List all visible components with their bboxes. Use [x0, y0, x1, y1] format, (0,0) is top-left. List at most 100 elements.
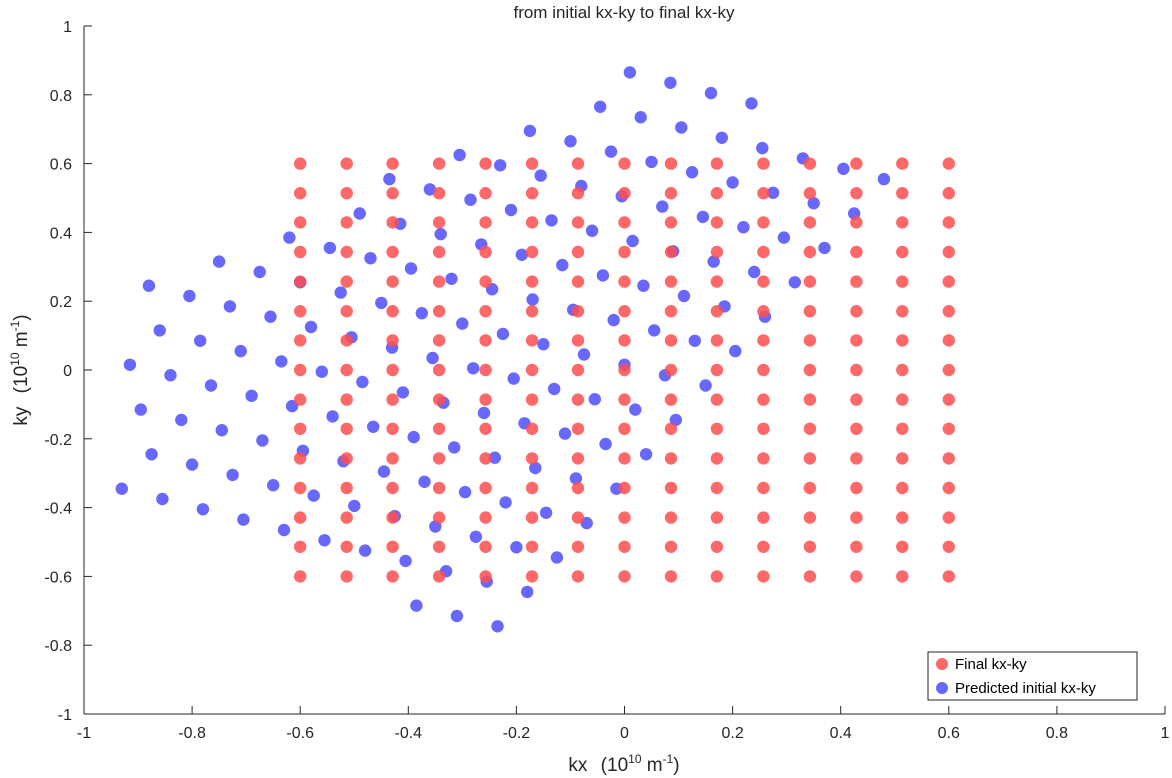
final-point	[942, 334, 955, 347]
final-point	[618, 363, 631, 377]
final-point	[571, 452, 585, 465]
legend: Final kx-ky Predicted initial kx-ky	[927, 651, 1138, 701]
predicted-point	[626, 234, 639, 248]
final-point	[850, 540, 863, 553]
final-point	[432, 245, 446, 259]
final-point	[386, 363, 399, 377]
final-point	[757, 334, 770, 347]
predicted-point	[696, 210, 710, 224]
final-point	[710, 275, 724, 288]
final-point	[664, 422, 678, 435]
final-point	[479, 363, 492, 377]
final-point	[710, 540, 724, 553]
y-tick-label: -0.8	[44, 638, 72, 655]
final-point	[896, 393, 909, 406]
predicted-point	[467, 362, 480, 375]
final-point	[340, 511, 353, 524]
final-point	[664, 452, 678, 465]
final-point	[340, 157, 353, 170]
final-point	[710, 305, 724, 318]
predicted-point	[788, 276, 801, 289]
final-point	[757, 570, 770, 583]
final-point	[896, 305, 909, 318]
predicted-point	[212, 255, 226, 268]
final-point	[942, 216, 955, 229]
final-point	[942, 363, 955, 377]
final-point	[340, 452, 353, 465]
predicted-point	[410, 599, 423, 612]
predicted-point	[404, 262, 418, 275]
predicted-point	[521, 585, 534, 599]
final-point	[294, 334, 307, 347]
predicted-point	[526, 293, 539, 306]
final-point	[525, 216, 539, 229]
final-point	[618, 570, 631, 583]
final-point	[386, 157, 399, 170]
final-series	[294, 157, 955, 583]
predicted-point	[637, 279, 650, 292]
final-point	[664, 481, 678, 495]
final-point	[571, 481, 585, 495]
predicted-point	[639, 448, 653, 461]
x-tick-label: 0	[620, 725, 629, 742]
final-point	[618, 245, 631, 259]
final-point	[664, 511, 678, 524]
predicted-point	[264, 310, 277, 323]
final-point	[525, 363, 539, 377]
final-point	[757, 305, 770, 318]
final-point	[710, 363, 724, 377]
legend-box	[927, 651, 1138, 701]
final-point	[803, 540, 817, 553]
final-point	[479, 245, 492, 259]
x-tick-label: -0.2	[503, 725, 531, 742]
legend-marker-predicted	[936, 682, 948, 694]
final-point	[618, 216, 631, 229]
final-point	[803, 275, 817, 288]
final-point	[618, 334, 631, 347]
predicted-point	[307, 489, 320, 502]
final-point	[340, 187, 353, 200]
predicted-series	[115, 66, 891, 633]
predicted-point	[458, 485, 472, 499]
predicted-point	[123, 358, 137, 371]
predicted-point	[545, 214, 558, 227]
final-point	[850, 187, 863, 200]
final-point	[340, 245, 353, 259]
y-axis-title: ky (1010 m-1)	[8, 314, 32, 425]
final-point	[340, 570, 353, 583]
final-point	[850, 334, 863, 347]
predicted-point	[445, 272, 458, 285]
predicted-point	[477, 406, 491, 420]
final-point	[664, 157, 678, 170]
final-point	[850, 511, 863, 524]
final-point	[803, 157, 817, 170]
predicted-point	[469, 530, 483, 543]
final-point	[294, 422, 307, 435]
final-point	[571, 393, 585, 406]
final-point	[710, 393, 724, 406]
predicted-point	[283, 231, 296, 244]
final-point	[340, 422, 353, 435]
final-point	[850, 275, 863, 288]
predicted-point	[153, 324, 166, 337]
final-point	[479, 305, 492, 318]
final-point	[340, 305, 353, 318]
final-point	[664, 245, 678, 259]
predicted-point	[364, 252, 377, 265]
final-point	[479, 216, 492, 229]
predicted-point	[515, 248, 528, 261]
final-point	[479, 393, 492, 406]
predicted-point	[715, 131, 728, 144]
predicted-point	[453, 148, 466, 162]
predicted-point	[418, 475, 431, 488]
predicted-point	[745, 97, 758, 110]
x-tick-label: -0.6	[286, 725, 314, 742]
predicted-point	[596, 269, 610, 282]
predicted-point	[204, 379, 218, 392]
predicted-point	[277, 523, 291, 537]
predicted-point	[348, 499, 361, 513]
predicted-point	[818, 241, 831, 255]
predicted-point	[529, 461, 542, 475]
predicted-point	[334, 286, 347, 299]
predicted-point	[550, 551, 564, 564]
